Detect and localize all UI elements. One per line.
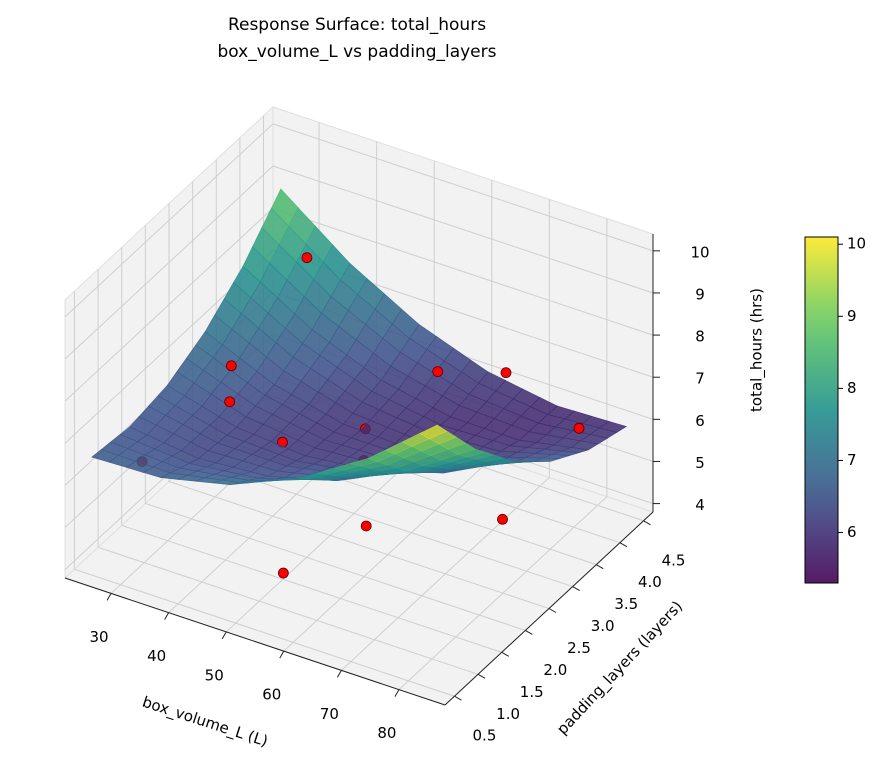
data-point bbox=[433, 367, 443, 377]
x-tick-label: 30 bbox=[90, 628, 109, 646]
z-tick-label: 5 bbox=[695, 454, 705, 472]
x-tick bbox=[337, 670, 341, 677]
data-point bbox=[498, 514, 508, 524]
x-tick-label: 70 bbox=[320, 705, 339, 723]
z-tick-label: 4 bbox=[695, 496, 705, 514]
x-tick bbox=[222, 632, 226, 639]
y-tick-label: 2.5 bbox=[567, 639, 591, 657]
y-tick bbox=[525, 630, 532, 634]
x-tick bbox=[165, 613, 169, 620]
y-tick bbox=[478, 674, 485, 678]
y-tick-label: 4.0 bbox=[638, 573, 662, 591]
chart-subtitle: box_volume_L vs padding_layers bbox=[218, 42, 497, 62]
x-tick-label: 60 bbox=[262, 686, 281, 704]
z-tick-label: 7 bbox=[695, 370, 705, 388]
y-tick bbox=[573, 587, 580, 591]
x-tick bbox=[280, 651, 284, 658]
y-axis-label: padding_layers (layers) bbox=[553, 597, 687, 739]
x-axis-label: box_volume_L (L) bbox=[140, 693, 270, 752]
y-tick bbox=[549, 609, 556, 613]
y-tick-label: 1.5 bbox=[520, 683, 544, 701]
z-tick-label: 10 bbox=[690, 243, 709, 261]
data-point bbox=[501, 368, 511, 378]
data-point bbox=[574, 423, 584, 433]
y-tick bbox=[644, 521, 651, 525]
z-axis-label: total_hours (hrs) bbox=[748, 288, 767, 412]
y-tick bbox=[454, 696, 461, 700]
colorbar: 6 7 8 9 10 bbox=[805, 235, 866, 583]
y-tick bbox=[620, 543, 627, 547]
x-tick-label: 50 bbox=[205, 666, 224, 684]
y-tick-label: 4.5 bbox=[662, 551, 686, 569]
colorbar-tick-label: 7 bbox=[847, 451, 857, 469]
x-tick-label: 40 bbox=[147, 647, 166, 665]
data-point bbox=[278, 568, 288, 578]
colorbar-tick-label: 8 bbox=[847, 379, 857, 397]
x-tick bbox=[395, 690, 399, 697]
x-tick-label: 80 bbox=[377, 724, 396, 742]
y-tick-label: 2.0 bbox=[543, 661, 567, 679]
data-point bbox=[226, 361, 236, 371]
y-tick bbox=[596, 565, 603, 569]
data-point bbox=[361, 521, 371, 531]
y-tick bbox=[502, 652, 509, 656]
colorbar-tick-label: 6 bbox=[847, 523, 857, 541]
chart-title: Response Surface: total_hours bbox=[228, 15, 486, 35]
z-tick-label: 8 bbox=[695, 328, 705, 346]
colorbar-tick-label: 9 bbox=[847, 307, 857, 325]
data-point bbox=[225, 397, 235, 407]
colorbar-scale bbox=[805, 237, 838, 583]
z-tick-label: 6 bbox=[695, 412, 705, 430]
z-tick-label: 9 bbox=[695, 285, 705, 303]
x-tick bbox=[107, 593, 111, 600]
y-tick-label: 0.5 bbox=[473, 727, 497, 745]
y-tick-label: 3.0 bbox=[591, 617, 615, 635]
data-point bbox=[302, 253, 312, 263]
y-tick-label: 1.0 bbox=[496, 705, 520, 723]
colorbar-tick-label: 10 bbox=[847, 235, 866, 253]
y-tick-label: 3.5 bbox=[614, 595, 638, 613]
